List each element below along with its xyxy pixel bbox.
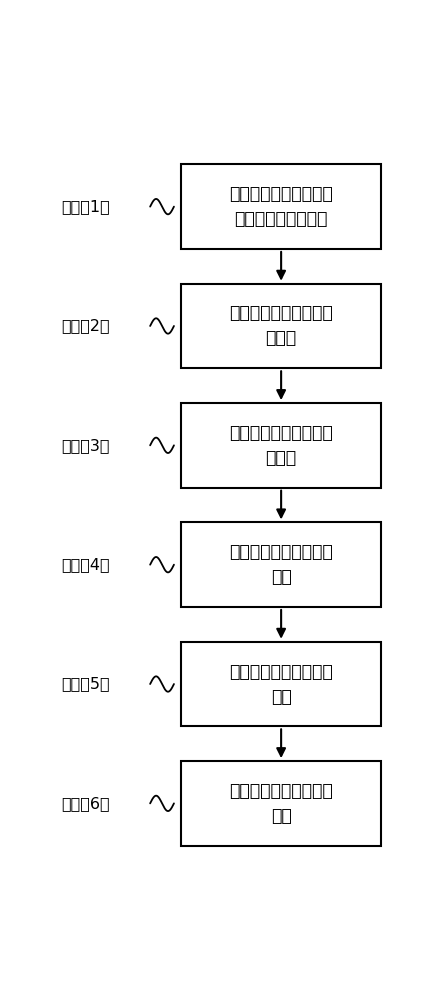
Bar bbox=[180, 522, 381, 607]
Text: 步骤（5）: 步骤（5） bbox=[61, 677, 110, 692]
Bar bbox=[180, 164, 381, 249]
Text: 求解电力系统最优潮流
模型: 求解电力系统最优潮流 模型 bbox=[229, 782, 332, 825]
Bar bbox=[180, 403, 381, 488]
Text: 步骤（4）: 步骤（4） bbox=[61, 557, 110, 572]
Text: 求解耦合设备稳态潮流
模型: 求解耦合设备稳态潮流 模型 bbox=[229, 663, 332, 706]
Text: 求解热力系统最优潮流
模型: 求解热力系统最优潮流 模型 bbox=[229, 543, 332, 586]
Text: 步骤（1）: 步骤（1） bbox=[61, 199, 110, 214]
Bar bbox=[180, 284, 381, 368]
Bar bbox=[180, 761, 381, 846]
Bar bbox=[180, 642, 381, 726]
Text: 建立热力系统的最优潮
流模型: 建立热力系统的最优潮 流模型 bbox=[229, 304, 332, 347]
Text: 步骤（3）: 步骤（3） bbox=[61, 438, 110, 453]
Text: 步骤（2）: 步骤（2） bbox=[61, 318, 110, 333]
Text: 建立电热耦合综合能源
系统的稳态潮流模型: 建立电热耦合综合能源 系统的稳态潮流模型 bbox=[229, 185, 332, 228]
Text: 建立电力系统的最优潮
流模型: 建立电力系统的最优潮 流模型 bbox=[229, 424, 332, 467]
Text: 步骤（6）: 步骤（6） bbox=[61, 796, 110, 811]
